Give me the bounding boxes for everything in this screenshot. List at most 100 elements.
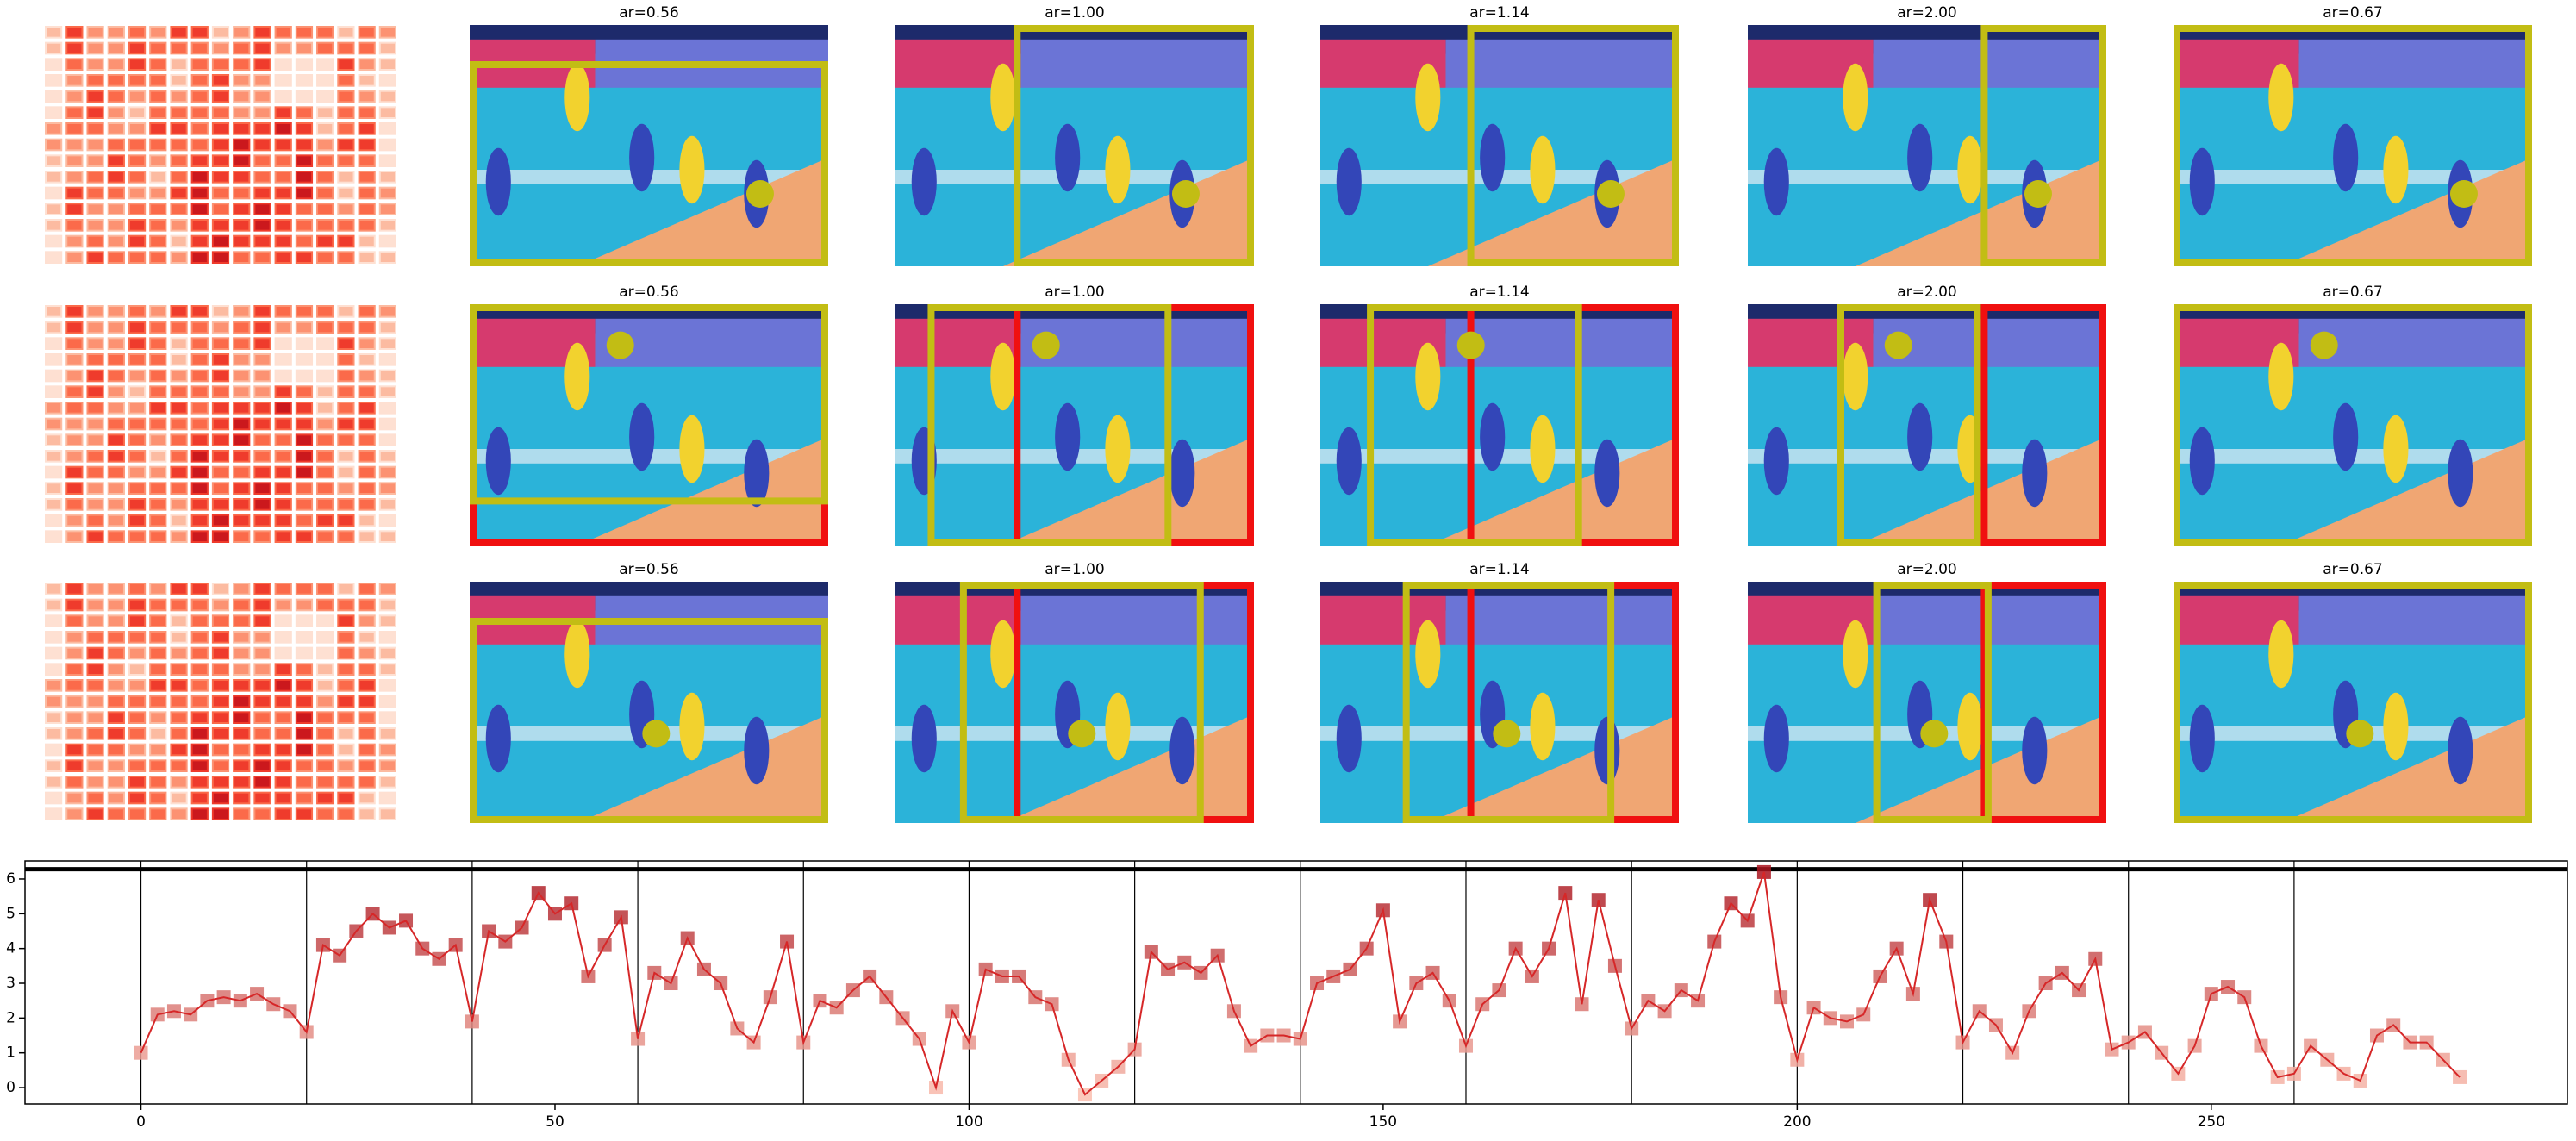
heatmap-cell: [107, 450, 125, 463]
crop-box: [927, 304, 1172, 546]
heatmap-cell: [337, 646, 355, 660]
crop-box: [1837, 304, 1981, 546]
x-tick-label: 100: [955, 1113, 982, 1131]
player: [1594, 716, 1620, 785]
heatmap-cell: [65, 90, 84, 103]
heatmap-cell: [170, 433, 188, 447]
heatmap-cell: [65, 514, 84, 527]
heatmap-cell: [86, 433, 104, 447]
heatmap-cell: [274, 171, 292, 184]
heatmap-cell: [274, 450, 292, 463]
heatmap-cell: [295, 465, 314, 479]
heatmap-cell: [295, 614, 314, 627]
heatmap-cell: [211, 26, 230, 39]
heatmap-cell: [337, 759, 355, 772]
heatmap-cell: [211, 727, 230, 740]
heatmap-cell: [211, 711, 230, 724]
player: [1415, 620, 1441, 689]
heatmap-cell: [316, 514, 334, 527]
heatmap-cell: [337, 791, 355, 805]
heatmap-cell: [316, 759, 334, 772]
heatmap-cell: [45, 807, 63, 820]
heatmap-cell: [316, 305, 334, 318]
heatmap-cell: [86, 234, 104, 248]
heatmap-cell: [295, 695, 314, 708]
heatmap-cell: [253, 450, 271, 463]
heatmap-cell: [211, 369, 230, 383]
heatmap-cell: [378, 74, 397, 87]
heatmap-cell: [316, 186, 334, 200]
heatmap-cell: [149, 305, 167, 318]
banner: [1020, 595, 1254, 645]
heatmap-cell: [316, 58, 334, 72]
photo: [1320, 582, 1680, 823]
heatmap-cell: [211, 251, 230, 265]
heatmap-cell: [107, 711, 125, 724]
heatmap-cell: [253, 41, 271, 55]
heatmap-cell: [316, 679, 334, 692]
heatmap-cell: [170, 743, 188, 757]
heatmap-cell: [253, 122, 271, 135]
heatmap-cell: [316, 743, 334, 757]
heatmap-cell: [316, 171, 334, 184]
heatmap-cell: [211, 337, 230, 351]
heatmap-cell: [190, 791, 209, 805]
heatmap-cell: [378, 321, 397, 334]
panel-title: ar=0.67: [2323, 284, 2383, 301]
heatmap-cell: [337, 219, 355, 232]
heatmap-cell: [337, 90, 355, 103]
heatmap-cell: [337, 251, 355, 265]
heatmap-cell: [316, 663, 334, 676]
heatmap-cell: [295, 759, 314, 772]
heatmap-cell: [274, 776, 292, 789]
heatmap-cell: [128, 353, 147, 366]
heatmap-cell: [107, 465, 125, 479]
floor: [1855, 437, 2106, 546]
heatmap-cell: [274, 727, 292, 740]
heatmap-cell: [337, 186, 355, 200]
heatmap-cell: [358, 614, 376, 627]
heatmap-cell: [233, 171, 251, 184]
heatmap-cell: [86, 219, 104, 232]
heatmap-cell: [233, 353, 251, 366]
heatmap-cell: [253, 90, 271, 103]
heatmap-cell: [253, 203, 271, 215]
heatmap-cell: [86, 337, 104, 351]
heatmap-cell: [149, 369, 167, 383]
heatmap-cell: [274, 369, 292, 383]
player: [990, 620, 1016, 689]
heatmap-cell: [190, 305, 209, 318]
heatmap-cell: [86, 807, 104, 820]
heatmap-cell: [316, 598, 334, 612]
heatmap-cell: [149, 743, 167, 757]
heatmap-cell: [170, 186, 188, 200]
heatmap-cell: [45, 791, 63, 805]
heatmap-cell: [65, 498, 84, 511]
player: [2189, 704, 2215, 773]
heatmap-cell: [45, 186, 63, 200]
heatmap-cell: [170, 807, 188, 820]
focus-dot: [642, 720, 671, 748]
heatmap-cell: [337, 369, 355, 383]
heatmap-cell: [128, 663, 147, 676]
heatmap-cell: [295, 450, 314, 463]
heatmap-cell: [211, 186, 230, 200]
heatmap-cell: [190, 203, 209, 215]
heatmap-cell: [295, 530, 314, 543]
heatmap-cell: [378, 369, 397, 383]
heatmap-cell: [358, 337, 376, 351]
heatmap-cell: [65, 663, 84, 676]
crop-box: [2174, 25, 2532, 266]
heatmap-cell: [107, 402, 125, 415]
heatmap-cell: [358, 234, 376, 248]
heatmap-cell: [358, 465, 376, 479]
heatmap-cell: [65, 122, 84, 135]
heatmap-cell: [170, 791, 188, 805]
heatmap-cell: [45, 385, 63, 399]
heatmap-cell: [253, 791, 271, 805]
y-tick-label: 6: [6, 870, 16, 888]
heatmap-cell: [295, 74, 314, 87]
heatmap-cell: [316, 695, 334, 708]
player: [1055, 402, 1081, 471]
heatmap-cell: [45, 482, 63, 495]
